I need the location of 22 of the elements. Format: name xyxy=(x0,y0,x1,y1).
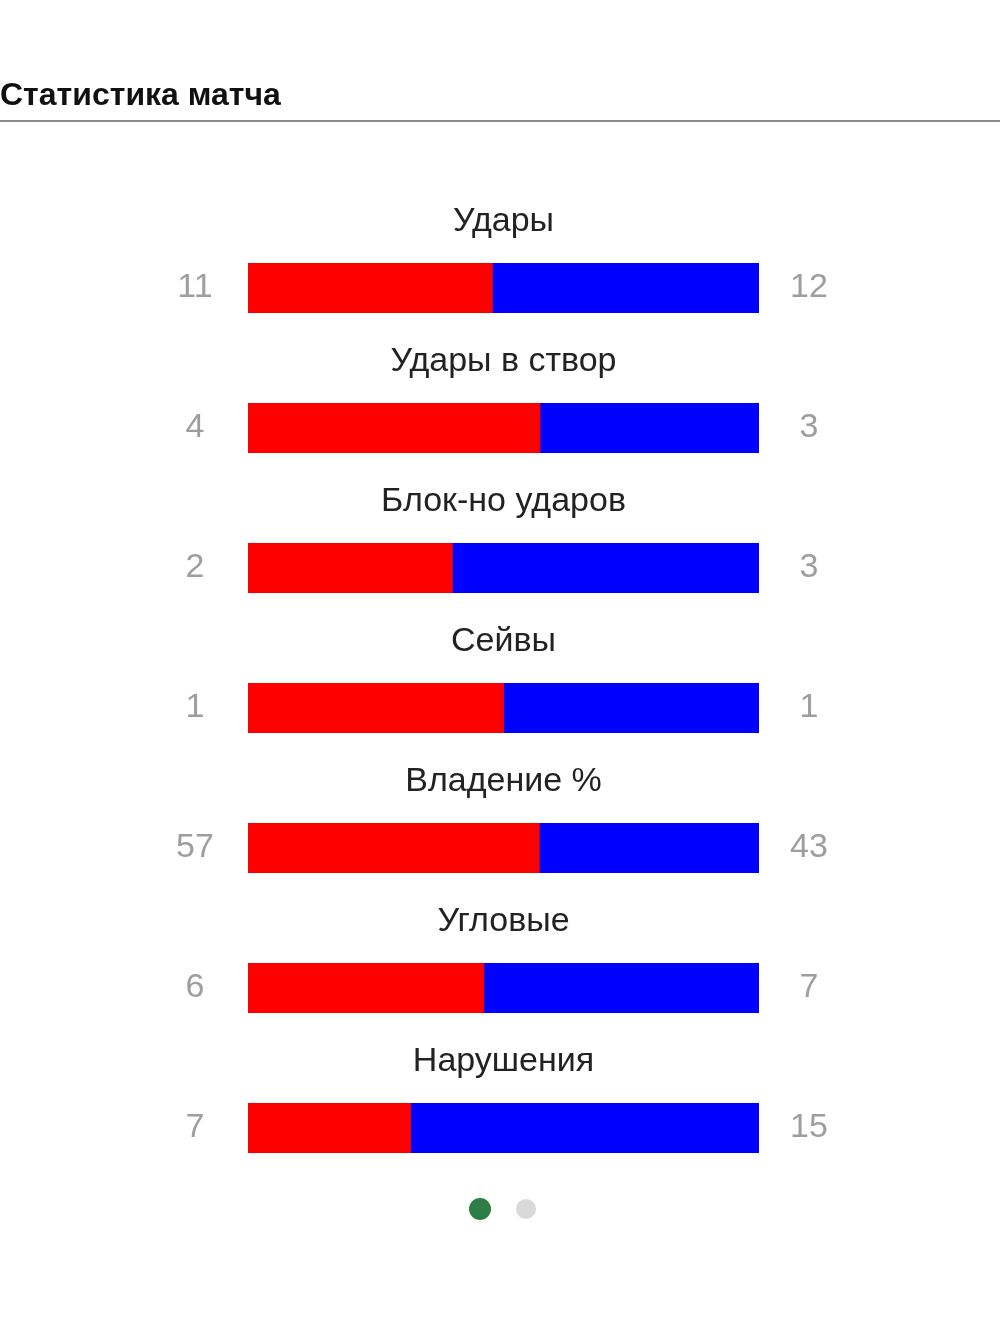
data-label: 2 xyxy=(185,546,205,585)
y-tick-label: Удары xyxy=(452,200,555,239)
data-label: 3 xyxy=(799,546,819,585)
data-label: 4 xyxy=(185,406,205,445)
y-tick-label: Владение % xyxy=(405,760,602,799)
data-label: 57 xyxy=(176,826,214,865)
data-label: 3 xyxy=(799,406,819,445)
y-tick-label: Сейвы xyxy=(451,620,556,659)
y-tick-label: Нарушения xyxy=(412,1040,595,1079)
data-label: 7 xyxy=(799,966,819,1005)
data-label: 1 xyxy=(185,686,205,725)
data-label: 6 xyxy=(185,966,205,1005)
data-label: 7 xyxy=(185,1106,205,1145)
chart-title: Статистика матча xyxy=(0,76,281,113)
y-tick-label: Угловые xyxy=(437,900,570,939)
y-tick-label: Блок-но ударов xyxy=(381,480,626,519)
data-label: 11 xyxy=(177,266,213,305)
data-label: 43 xyxy=(790,826,828,865)
data-label: 12 xyxy=(790,266,828,305)
data-label: 1 xyxy=(799,686,819,725)
data-label: 15 xyxy=(790,1106,828,1145)
y-tick-label: Удары в створ xyxy=(390,340,617,379)
